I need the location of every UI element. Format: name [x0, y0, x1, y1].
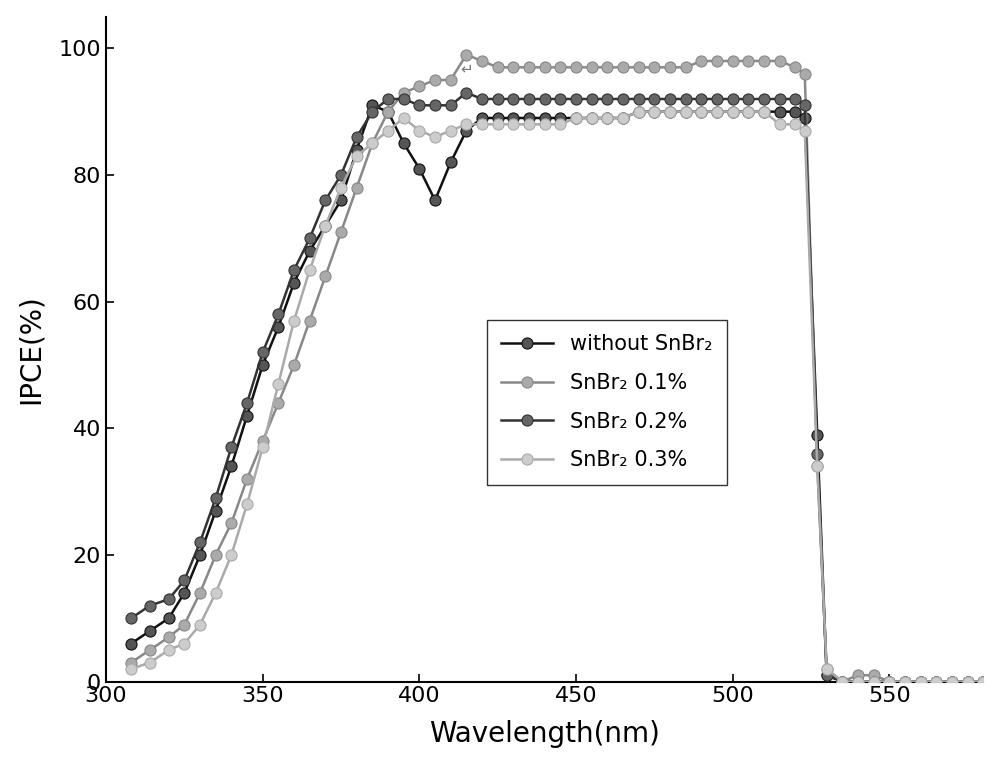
Line: SnBr₂ 0.1%: SnBr₂ 0.1% [126, 49, 989, 687]
SnBr₂ 0.1% [977, 677, 989, 686]
SnBr₂ 0.2% [445, 101, 457, 110]
without SnBr₂ [125, 639, 137, 648]
SnBr₂ 0.3% [144, 658, 156, 667]
SnBr₂ 0.3% [125, 664, 137, 673]
SnBr₂ 0.3% [799, 126, 811, 135]
without SnBr₂ [977, 677, 989, 686]
without SnBr₂ [711, 107, 723, 116]
SnBr₂ 0.3% [633, 107, 645, 116]
SnBr₂ 0.3% [445, 126, 457, 135]
Y-axis label: IPCE(%): IPCE(%) [17, 295, 45, 404]
without SnBr₂ [366, 101, 378, 110]
SnBr₂ 0.2% [125, 614, 137, 623]
SnBr₂ 0.2% [633, 94, 645, 103]
SnBr₂ 0.1% [445, 76, 457, 85]
without SnBr₂ [836, 677, 848, 686]
SnBr₂ 0.2% [836, 677, 848, 686]
without SnBr₂ [799, 113, 811, 122]
SnBr₂ 0.1% [633, 63, 645, 72]
SnBr₂ 0.2% [144, 601, 156, 610]
Line: SnBr₂ 0.2%: SnBr₂ 0.2% [126, 87, 989, 687]
Legend: without SnBr₂, SnBr₂ 0.1%, SnBr₂ 0.2%, SnBr₂ 0.3%: without SnBr₂, SnBr₂ 0.1%, SnBr₂ 0.2%, S… [487, 320, 727, 485]
SnBr₂ 0.2% [977, 677, 989, 686]
SnBr₂ 0.1% [680, 63, 692, 72]
SnBr₂ 0.1% [799, 69, 811, 78]
SnBr₂ 0.1% [711, 57, 723, 66]
SnBr₂ 0.3% [617, 113, 629, 122]
Line: SnBr₂ 0.3%: SnBr₂ 0.3% [126, 106, 989, 687]
SnBr₂ 0.1% [460, 50, 472, 59]
SnBr₂ 0.1% [836, 677, 848, 686]
SnBr₂ 0.3% [977, 677, 989, 686]
without SnBr₂ [144, 627, 156, 636]
SnBr₂ 0.2% [799, 101, 811, 110]
SnBr₂ 0.3% [680, 107, 692, 116]
X-axis label: Wavelength(nm): Wavelength(nm) [429, 721, 660, 748]
SnBr₂ 0.3% [711, 107, 723, 116]
SnBr₂ 0.1% [125, 658, 137, 667]
SnBr₂ 0.3% [836, 677, 848, 686]
Line: without SnBr₂: without SnBr₂ [126, 99, 989, 687]
without SnBr₂ [633, 107, 645, 116]
SnBr₂ 0.1% [144, 646, 156, 655]
SnBr₂ 0.2% [711, 94, 723, 103]
Text: ↵: ↵ [460, 62, 473, 76]
without SnBr₂ [680, 107, 692, 116]
without SnBr₂ [460, 126, 472, 135]
SnBr₂ 0.2% [680, 94, 692, 103]
SnBr₂ 0.2% [460, 88, 472, 97]
